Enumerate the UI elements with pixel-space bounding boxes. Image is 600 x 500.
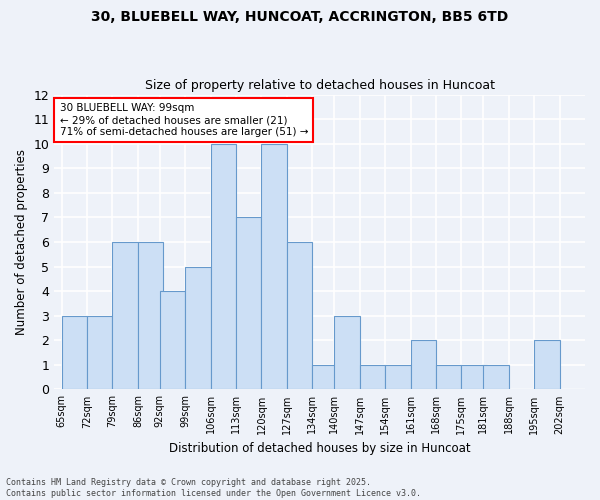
Bar: [483, 365, 509, 390]
Bar: [313, 365, 338, 390]
Bar: [138, 242, 163, 390]
Bar: [87, 316, 112, 390]
Bar: [160, 291, 185, 390]
Bar: [62, 316, 87, 390]
Bar: [185, 266, 211, 390]
Title: Size of property relative to detached houses in Huncoat: Size of property relative to detached ho…: [145, 79, 494, 92]
Text: 30 BLUEBELL WAY: 99sqm
← 29% of detached houses are smaller (21)
71% of semi-det: 30 BLUEBELL WAY: 99sqm ← 29% of detached…: [59, 104, 308, 136]
Text: Contains HM Land Registry data © Crown copyright and database right 2025.
Contai: Contains HM Land Registry data © Crown c…: [6, 478, 421, 498]
Bar: [334, 316, 359, 390]
Bar: [359, 365, 385, 390]
Bar: [211, 144, 236, 390]
Bar: [534, 340, 560, 390]
Bar: [287, 242, 313, 390]
Bar: [436, 365, 461, 390]
Text: 30, BLUEBELL WAY, HUNCOAT, ACCRINGTON, BB5 6TD: 30, BLUEBELL WAY, HUNCOAT, ACCRINGTON, B…: [91, 10, 509, 24]
Bar: [461, 365, 487, 390]
Bar: [385, 365, 410, 390]
X-axis label: Distribution of detached houses by size in Huncoat: Distribution of detached houses by size …: [169, 442, 470, 455]
Y-axis label: Number of detached properties: Number of detached properties: [15, 149, 28, 335]
Bar: [112, 242, 138, 390]
Bar: [236, 218, 262, 390]
Bar: [410, 340, 436, 390]
Bar: [262, 144, 287, 390]
